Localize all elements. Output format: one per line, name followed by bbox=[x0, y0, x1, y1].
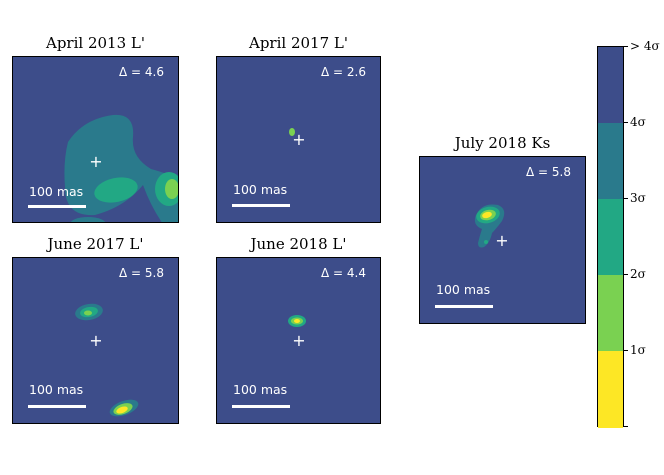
colorbar bbox=[597, 46, 624, 428]
colorbar-label: 4σ bbox=[630, 115, 646, 129]
colorbar-tick bbox=[624, 46, 628, 47]
colorbar-label: > 4σ bbox=[630, 39, 660, 53]
star-position-marker: + bbox=[495, 231, 509, 250]
panel-title: April 2013 L' bbox=[46, 34, 145, 52]
colorbar-tick bbox=[624, 198, 628, 199]
scale-bar bbox=[28, 405, 86, 408]
contour-plot bbox=[474, 204, 505, 248]
detection-map: Δ = 5.8 + 100 mas bbox=[419, 156, 586, 324]
scale-bar-label: 100 mas bbox=[29, 382, 84, 397]
contour-plot bbox=[289, 128, 295, 136]
panel-april-2013: April 2013 L' Δ = 4.6 + 100 mas bbox=[12, 34, 179, 223]
panel-july-2018: July 2018 Ks Δ = 5.8 + 100 mas bbox=[419, 134, 586, 324]
scale-bar bbox=[232, 405, 290, 408]
panel-june-2017: June 2017 L' Δ = 5.8 + 100 mas bbox=[12, 235, 179, 424]
star-position-marker: + bbox=[89, 152, 103, 171]
colorbar-tick bbox=[624, 122, 628, 123]
colorbar-segment-3sigma bbox=[598, 199, 623, 275]
detection-map: Δ = 4.6 + 100 mas bbox=[12, 56, 179, 223]
scale-bar-label: 100 mas bbox=[233, 182, 288, 197]
star-position-marker: + bbox=[292, 130, 306, 149]
colorbar-label: 2σ bbox=[630, 267, 646, 281]
contour-plot bbox=[288, 315, 306, 327]
star-position-marker: + bbox=[89, 331, 103, 350]
delta-label: Δ = 5.8 bbox=[526, 165, 571, 179]
panel-title: June 2017 L' bbox=[47, 235, 144, 253]
colorbar-tick bbox=[624, 274, 628, 275]
delta-label: Δ = 4.6 bbox=[119, 65, 164, 79]
scale-bar bbox=[435, 305, 493, 308]
colorbar-tick bbox=[624, 350, 628, 351]
colorbar-segment-above-4sigma bbox=[598, 47, 623, 123]
colorbar-segment-2sigma bbox=[598, 275, 623, 351]
colorbar-segment-4sigma bbox=[598, 123, 623, 199]
colorbar-segment-1sigma bbox=[598, 351, 623, 428]
colorbar-label: 3σ bbox=[630, 191, 646, 205]
panel-june-2018: June 2018 L' Δ = 4.4 + 100 mas bbox=[216, 235, 381, 424]
colorbar-tick bbox=[624, 426, 628, 427]
scale-bar bbox=[232, 204, 290, 207]
panel-title: April 2017 L' bbox=[249, 34, 348, 52]
scale-bar-label: 100 mas bbox=[29, 184, 84, 199]
star-position-marker: + bbox=[292, 331, 306, 350]
delta-label: Δ = 5.8 bbox=[119, 266, 164, 280]
contour-plot bbox=[75, 303, 139, 417]
scale-bar bbox=[28, 205, 86, 208]
detection-map: Δ = 4.4 + 100 mas bbox=[216, 257, 381, 424]
detection-map: Δ = 2.6 + 100 mas bbox=[216, 56, 381, 223]
scale-bar-label: 100 mas bbox=[436, 282, 491, 297]
detection-map: Δ = 5.8 + 100 mas bbox=[12, 257, 179, 424]
panel-title: June 2018 L' bbox=[250, 235, 347, 253]
panel-title: July 2018 Ks bbox=[454, 134, 551, 152]
delta-label: Δ = 4.4 bbox=[321, 266, 366, 280]
panel-april-2017: April 2017 L' Δ = 2.6 + 100 mas bbox=[216, 34, 381, 223]
scale-bar-label: 100 mas bbox=[233, 382, 288, 397]
delta-label: Δ = 2.6 bbox=[321, 65, 366, 79]
colorbar-label: 1σ bbox=[630, 343, 646, 357]
contour-plot bbox=[64, 114, 178, 222]
